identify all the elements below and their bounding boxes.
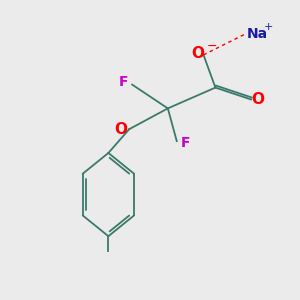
Text: −: − — [207, 40, 217, 53]
Text: F: F — [180, 136, 190, 150]
Text: O: O — [192, 46, 205, 61]
Text: +: + — [264, 22, 273, 32]
Text: Na: Na — [247, 27, 268, 41]
Text: F: F — [119, 75, 129, 88]
Text: O: O — [114, 122, 128, 137]
Text: O: O — [251, 92, 264, 107]
